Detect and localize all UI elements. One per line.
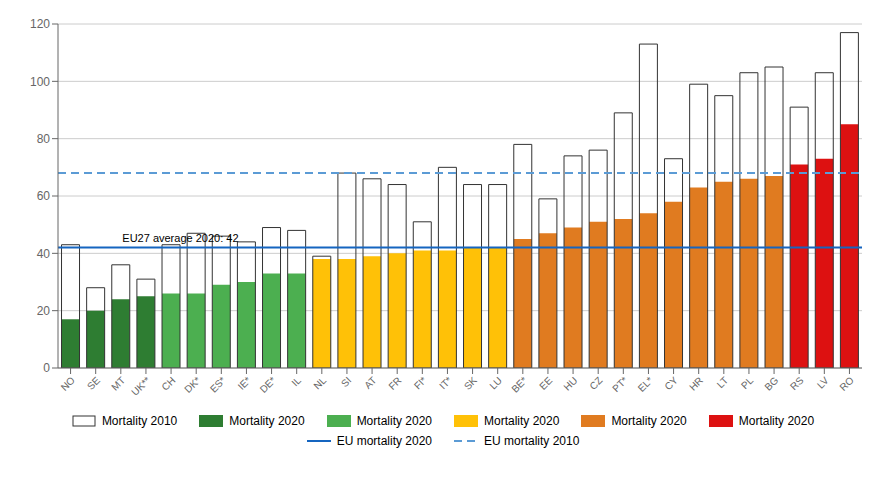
svg-text:FR: FR	[386, 375, 403, 392]
html-text:Mortality 2010: Mortality 2010	[101, 414, 178, 428]
svg-text:LV: LV	[815, 374, 831, 390]
svg-text:UK**: UK**	[129, 375, 152, 398]
html-text:Mortality 2020: Mortality 2020	[229, 414, 305, 428]
svg-text:120: 120	[30, 17, 50, 31]
svg-text:SI: SI	[339, 375, 353, 389]
svg-text:MT: MT	[109, 375, 127, 393]
svg-text:SK: SK	[462, 374, 479, 391]
html-text:EU mortality 2010: EU mortality 2010	[484, 434, 580, 448]
svg-text:80: 80	[37, 132, 51, 146]
svg-text:BE*: BE*	[509, 375, 529, 395]
svg-text:DE*: DE*	[258, 375, 278, 395]
svg-text:AT: AT	[362, 375, 378, 391]
svg-text:100: 100	[30, 75, 50, 89]
svg-text:0: 0	[43, 361, 50, 375]
svg-text:ES*: ES*	[208, 375, 228, 395]
svg-text:60: 60	[37, 189, 51, 203]
svg-text:LU: LU	[487, 375, 504, 392]
svg-text:CZ: CZ	[587, 375, 604, 392]
svg-text:FI*: FI*	[412, 375, 429, 392]
svg-text:IL: IL	[289, 374, 303, 388]
svg-text:IT*: IT*	[437, 375, 454, 392]
svg-text:HU: HU	[561, 375, 579, 393]
svg-text:HR: HR	[687, 375, 705, 393]
svg-text:CH: CH	[159, 375, 177, 393]
svg-text:DK*: DK*	[182, 375, 202, 395]
svg-text:CY: CY	[662, 374, 680, 392]
svg-text:PT*: PT*	[610, 375, 630, 395]
svg-text:EL*: EL*	[636, 375, 655, 394]
html-text:EU mortality 2020: EU mortality 2020	[336, 434, 432, 448]
html-text:Mortality 2020: Mortality 2020	[484, 414, 560, 428]
svg-text:RO: RO	[837, 374, 856, 393]
svg-text:NL: NL	[311, 374, 328, 391]
html-text:Mortality 2020: Mortality 2020	[738, 414, 815, 428]
svg-text:IE*: IE*	[236, 375, 253, 392]
svg-text:EE: EE	[537, 374, 554, 391]
svg-text:LT: LT	[715, 375, 731, 391]
svg-text:BG: BG	[762, 375, 780, 393]
svg-text:20: 20	[37, 304, 51, 318]
html-text:Mortality 2020: Mortality 2020	[611, 414, 687, 428]
svg-text:NO: NO	[59, 374, 78, 393]
svg-text:40: 40	[37, 247, 51, 261]
html-text:Mortality 2020: Mortality 2020	[356, 414, 432, 428]
svg-text:SE: SE	[85, 374, 102, 391]
svg-text:RS: RS	[788, 374, 806, 392]
svg-text:EU27 average 2020: 42: EU27 average 2020: 42	[122, 232, 238, 244]
svg-text:PL: PL	[739, 374, 756, 391]
